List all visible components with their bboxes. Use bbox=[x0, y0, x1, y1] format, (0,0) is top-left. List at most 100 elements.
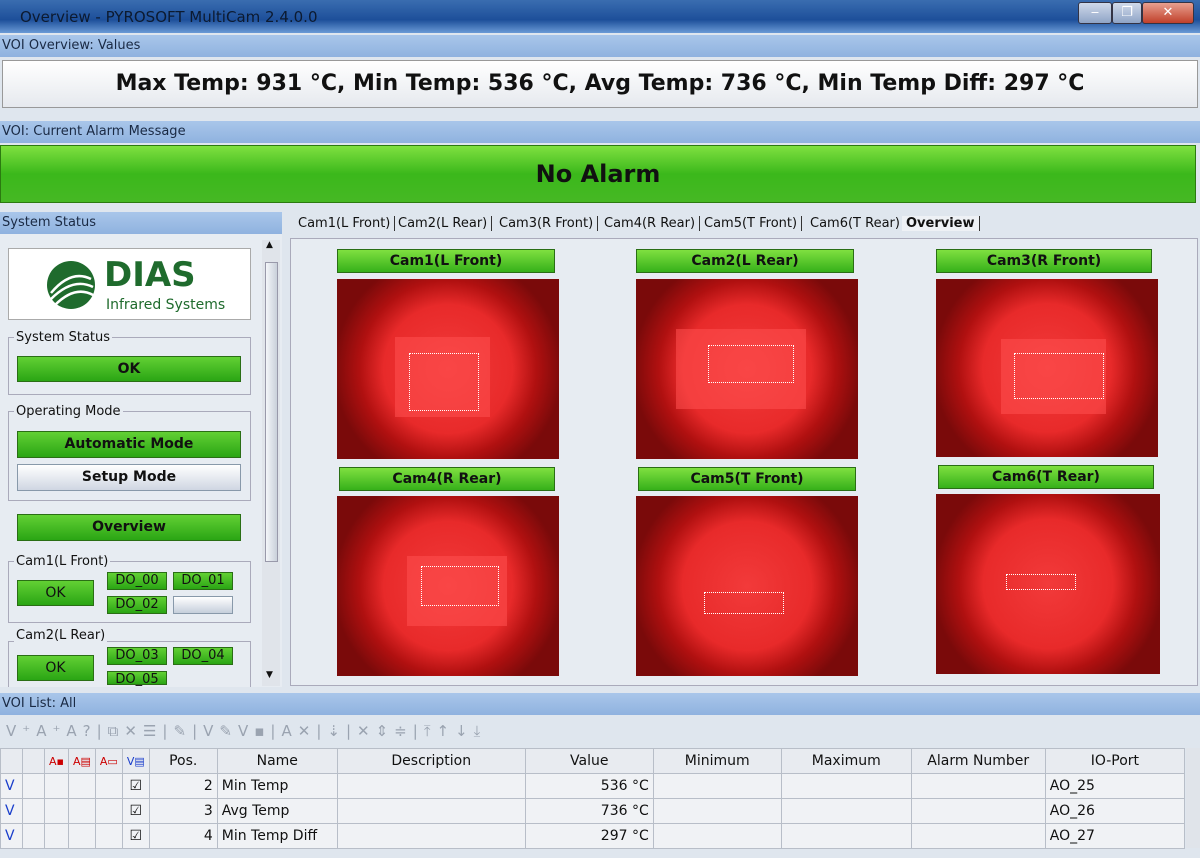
table-row[interactable]: V ☑ 2 Min Temp 536 °C AO_25 bbox=[0, 773, 1186, 799]
title-bar: Overview - PYROSOFT MultiCam 2.4.0.0 ‒ ❐… bbox=[0, 0, 1200, 33]
camera-overview-grid: Cam1(L Front) Cam2(L Rear) Cam3(R Front)… bbox=[290, 238, 1198, 686]
tab-cam4[interactable]: Cam4(R Rear) bbox=[600, 216, 701, 231]
dias-logo: DIAS Infrared Systems bbox=[8, 248, 251, 320]
cell-value: 297 °C bbox=[524, 823, 654, 849]
window-title: Overview - PYROSOFT MultiCam 2.4.0.0 bbox=[20, 8, 318, 26]
cell-description bbox=[336, 823, 526, 849]
cell-empty bbox=[67, 773, 96, 799]
move-up-icon[interactable]: ↑ bbox=[436, 722, 456, 740]
alarm-table-icon[interactable]: A▭ bbox=[94, 748, 123, 774]
cam2-label: Cam2(L Rear) bbox=[14, 628, 108, 643]
visible-checkbox[interactable]: ☑ bbox=[121, 773, 150, 799]
col-pos[interactable]: Pos. bbox=[148, 748, 218, 774]
overview-button[interactable]: Overview bbox=[17, 514, 241, 541]
remove-all-icon[interactable]: ✕ bbox=[357, 722, 376, 740]
tab-cam5[interactable]: Cam5(T Front) bbox=[700, 216, 803, 231]
cam6-image[interactable] bbox=[936, 494, 1160, 674]
col-description[interactable]: Description bbox=[336, 748, 526, 774]
list-icon[interactable]: ☰ bbox=[142, 722, 163, 740]
table-row[interactable]: V ☑ 4 Min Temp Diff 297 °C AO_27 bbox=[0, 823, 1186, 849]
cell-pos: 2 bbox=[148, 773, 218, 799]
cam5-image[interactable] bbox=[636, 496, 858, 676]
cell-flag: V bbox=[0, 773, 23, 799]
split-icon[interactable]: ≑ bbox=[394, 722, 413, 740]
scroll-down-icon[interactable]: ▼ bbox=[266, 670, 273, 680]
table-scrollbar[interactable] bbox=[1186, 748, 1200, 848]
voi-save-icon[interactable]: V▪ bbox=[237, 722, 271, 740]
cell-flag: V bbox=[0, 823, 23, 849]
cell-name: Min Temp bbox=[216, 773, 338, 799]
logo-brand: DIAS bbox=[104, 255, 196, 295]
automatic-mode-button[interactable]: Automatic Mode bbox=[17, 431, 241, 458]
do-04: DO_04 bbox=[173, 647, 233, 665]
col-io-port[interactable]: IO-Port bbox=[1044, 748, 1186, 774]
system-status-header: System Status bbox=[0, 212, 282, 234]
move-down-icon[interactable]: ↓ bbox=[455, 722, 474, 740]
cam3-image[interactable] bbox=[936, 279, 1158, 457]
tab-cam2[interactable]: Cam2(L Rear) bbox=[394, 216, 493, 231]
table-row[interactable]: V ☑ 3 Avg Temp 736 °C AO_26 bbox=[0, 798, 1186, 824]
copy-icon[interactable]: ⧉ bbox=[107, 722, 125, 740]
cell-minimum bbox=[652, 798, 782, 824]
cam2-image[interactable] bbox=[636, 279, 858, 459]
cam1-group bbox=[8, 561, 251, 623]
logo-subtitle: Infrared Systems bbox=[106, 297, 226, 313]
operating-mode-group bbox=[8, 411, 251, 501]
cam2-status[interactable]: OK bbox=[17, 655, 94, 681]
system-status-group bbox=[8, 337, 251, 395]
voi-edit-icon[interactable]: V✎ bbox=[203, 722, 238, 740]
system-status-ok[interactable]: OK bbox=[17, 356, 241, 382]
cam1-image[interactable] bbox=[337, 279, 559, 459]
close-button[interactable]: ✕ bbox=[1142, 2, 1194, 24]
add-alarm-icon[interactable]: A⁺ bbox=[36, 722, 67, 740]
alarm-settings-icon[interactable]: A? bbox=[66, 722, 97, 740]
cam4-image[interactable] bbox=[337, 496, 559, 676]
cell-pos: 4 bbox=[148, 823, 218, 849]
cell-alarm bbox=[910, 823, 1046, 849]
alarm-save-icon[interactable]: A▪ bbox=[44, 748, 69, 774]
maximize-button[interactable]: ❐ bbox=[1112, 2, 1142, 24]
setup-mode-button[interactable]: Setup Mode bbox=[17, 464, 241, 491]
col-maximum[interactable]: Maximum bbox=[780, 748, 912, 774]
alarm-header: VOI: Current Alarm Message bbox=[0, 121, 1200, 143]
tab-cam1[interactable]: Cam1(L Front) bbox=[294, 216, 396, 231]
minimize-button[interactable]: ‒ bbox=[1078, 2, 1112, 24]
visible-checkbox[interactable]: ☑ bbox=[121, 823, 150, 849]
edit-icon[interactable]: ✎ bbox=[173, 722, 193, 740]
tab-cam6[interactable]: Cam6(T Rear) bbox=[806, 216, 905, 231]
add-voi-icon[interactable]: V⁺ bbox=[6, 722, 37, 740]
scroll-up-icon[interactable]: ▲ bbox=[266, 240, 273, 250]
camera-tabs: Cam1(L Front) Cam2(L Rear) Cam3(R Front)… bbox=[290, 212, 1200, 238]
cell-name: Avg Temp bbox=[216, 798, 338, 824]
col-value[interactable]: Value bbox=[524, 748, 654, 774]
col-minimum[interactable]: Minimum bbox=[652, 748, 782, 774]
voi-doc-icon[interactable]: V▤ bbox=[121, 748, 150, 774]
alarm-remove-icon[interactable]: A✕ bbox=[281, 722, 317, 740]
cam1-label: Cam1(L Front) bbox=[14, 554, 111, 569]
visible-checkbox[interactable]: ☑ bbox=[121, 798, 150, 824]
cam1-title: Cam1(L Front) bbox=[337, 249, 555, 273]
cell-pos: 3 bbox=[148, 798, 218, 824]
scrollbar-thumb[interactable] bbox=[265, 262, 278, 562]
cell-value: 536 °C bbox=[524, 773, 654, 799]
delete-icon[interactable]: ✕ bbox=[124, 722, 143, 740]
cell-empty bbox=[22, 823, 45, 849]
align-icon[interactable]: ⇕ bbox=[375, 722, 395, 740]
alarm-doc-icon[interactable]: A▤ bbox=[67, 748, 96, 774]
move-icon[interactable]: ⇣ bbox=[327, 722, 346, 740]
scrollbar[interactable]: ▲ ▼ bbox=[262, 240, 280, 686]
tab-overview[interactable]: Overview bbox=[902, 216, 980, 231]
col-name[interactable]: Name bbox=[216, 748, 338, 774]
cam1-status[interactable]: OK bbox=[17, 580, 94, 606]
move-bottom-icon[interactable]: ⤓ bbox=[473, 722, 487, 740]
move-top-icon[interactable]: ⤒ bbox=[423, 722, 437, 740]
cell-empty bbox=[44, 823, 69, 849]
cell-flag: V bbox=[0, 798, 23, 824]
col-alarm-number[interactable]: Alarm Number bbox=[910, 748, 1046, 774]
tab-cam3[interactable]: Cam3(R Front) bbox=[495, 216, 599, 231]
cell-empty bbox=[94, 823, 123, 849]
cell-empty bbox=[94, 798, 123, 824]
do-empty bbox=[173, 596, 233, 614]
do-00: DO_00 bbox=[107, 572, 167, 590]
cell-minimum bbox=[652, 823, 782, 849]
